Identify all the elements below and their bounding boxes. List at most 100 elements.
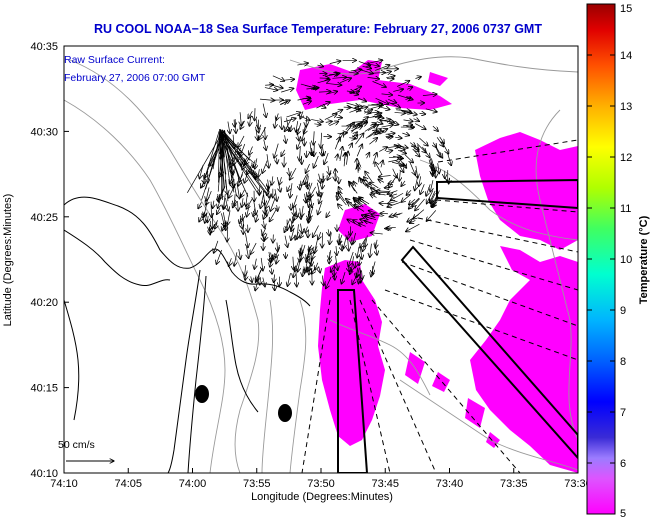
- colorbar-tick-label: 12: [620, 152, 632, 164]
- current-vector: [214, 240, 219, 253]
- current-vector: [362, 270, 363, 280]
- current-vector: [254, 199, 256, 215]
- current-vector: [358, 165, 359, 173]
- current-vector: [258, 126, 267, 140]
- current-vector: [240, 120, 245, 129]
- current-vector: [225, 197, 228, 211]
- current-vector: [221, 129, 238, 148]
- current-vector: [305, 163, 310, 173]
- current-vector: [441, 141, 449, 154]
- current-vector: [419, 137, 428, 146]
- y-axis-ticks: 40:35 40:30 40:25 40:20 40:15 40:10: [30, 41, 69, 480]
- current-vector: [346, 102, 360, 107]
- current-vector: [238, 171, 244, 186]
- current-vector: [285, 235, 288, 248]
- current-vector: [380, 119, 391, 121]
- current-vector: [223, 134, 239, 150]
- current-vector: [239, 217, 240, 224]
- current-vector: [248, 111, 253, 118]
- current-vector: [310, 186, 316, 197]
- current-vector: [386, 146, 398, 148]
- x-tick-label: 74:00: [179, 478, 207, 490]
- current-vector: [402, 125, 413, 126]
- annotation-line-1: Raw Surface Current:: [64, 54, 165, 66]
- colorbar-tick-label: 5: [620, 508, 626, 519]
- current-vector: [244, 265, 245, 276]
- current-vector: [306, 246, 312, 258]
- current-vector: [274, 143, 279, 159]
- current-vector: [338, 187, 341, 194]
- current-vector: [207, 134, 225, 166]
- current-vector: [395, 137, 402, 138]
- current-vector: [362, 237, 367, 252]
- current-vector: [325, 91, 338, 94]
- current-vector: [284, 218, 291, 232]
- current-vector: [390, 194, 398, 196]
- current-vector: [301, 245, 306, 260]
- x-tick-label: 73:35: [500, 478, 528, 490]
- current-vector: [293, 266, 295, 278]
- current-vector: [288, 167, 289, 176]
- current-vector: [220, 130, 222, 160]
- current-vector: [413, 209, 425, 219]
- current-vector: [413, 119, 420, 122]
- current-vector: [264, 88, 278, 91]
- current-vector: [263, 190, 265, 205]
- current-vector: [319, 266, 321, 273]
- current-vector: [223, 194, 225, 209]
- current-vector: [262, 160, 268, 174]
- current-vector: [395, 160, 403, 166]
- current-vector: [389, 212, 403, 217]
- current-vector: [348, 251, 354, 267]
- current-vector: [348, 264, 350, 271]
- colorbar-ticks: 15 14 13 12 11 10 9 8 7 6 5: [587, 3, 632, 519]
- current-vector: [434, 144, 443, 158]
- current-vector: [364, 177, 371, 186]
- y-tick-label: 40:10: [30, 468, 58, 480]
- current-vector: [438, 163, 440, 174]
- current-vector: [384, 187, 393, 188]
- current-vector: [367, 112, 379, 113]
- current-vector: [326, 276, 332, 289]
- current-vector: [415, 198, 425, 211]
- x-tick-label: 73:55: [243, 478, 271, 490]
- current-vector: [415, 175, 419, 191]
- current-vector: [334, 137, 340, 150]
- colorbar-tick-label: 10: [620, 254, 632, 266]
- current-vector: [370, 233, 383, 234]
- current-vector: [293, 256, 294, 270]
- current-vector: [346, 91, 355, 92]
- current-vector: [275, 117, 277, 128]
- current-vector: [321, 147, 322, 156]
- current-vector: [416, 143, 426, 152]
- current-vector: [213, 200, 214, 209]
- current-vector: [283, 118, 296, 123]
- current-vector: [227, 210, 230, 225]
- current-vector: [368, 60, 383, 64]
- x-axis-ticks: 74:10 74:05 74:00 73:55 73:50 73:45 73:40 73:35…: [50, 468, 592, 490]
- current-vector: [295, 205, 297, 218]
- current-vector: [216, 249, 222, 264]
- y-tick-label: 40:35: [30, 41, 58, 53]
- current-vector: [258, 169, 259, 177]
- current-vector: [341, 272, 346, 284]
- current-vector: [338, 204, 344, 211]
- current-vector: [375, 239, 377, 248]
- colorbar-label: Temperature (°C): [638, 215, 650, 304]
- current-vector: [365, 215, 376, 218]
- current-vector: [406, 189, 412, 195]
- current-vector: [356, 206, 365, 212]
- current-vector: [385, 136, 392, 137]
- current-vector: [328, 165, 330, 175]
- current-vector: [253, 160, 255, 167]
- current-vector: [256, 118, 259, 133]
- current-vector: [355, 261, 356, 268]
- current-vector: [356, 144, 362, 157]
- current-vector: [401, 194, 411, 202]
- current-vector: [313, 155, 319, 168]
- current-vector: [281, 149, 285, 157]
- colorbar-tick-label: 11: [620, 203, 631, 215]
- current-vector: [409, 161, 416, 176]
- current-vector: [281, 116, 282, 129]
- current-vector: [359, 198, 370, 205]
